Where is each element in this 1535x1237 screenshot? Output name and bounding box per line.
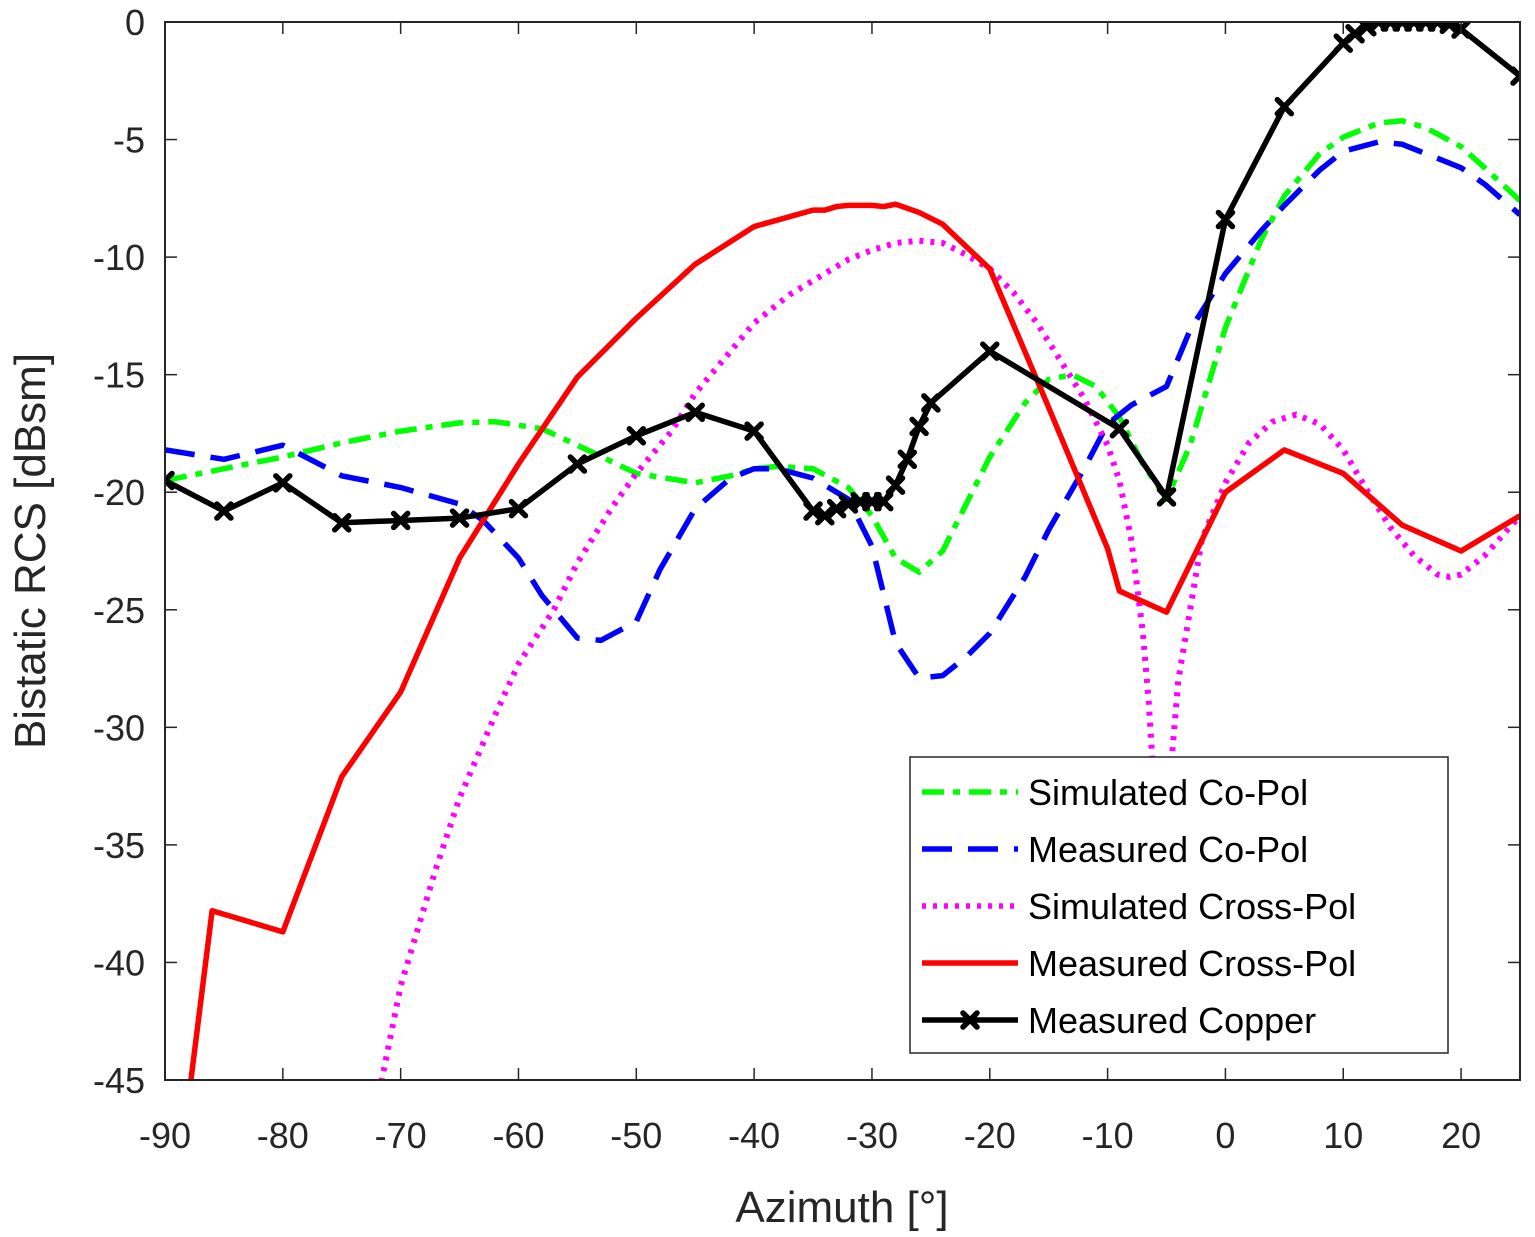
point-measured-copper bbox=[921, 393, 941, 413]
point-measured-copper bbox=[1109, 418, 1130, 439]
point-measured-copper bbox=[390, 510, 411, 531]
point-measured-copper bbox=[685, 402, 705, 423]
point-measured-copper bbox=[567, 454, 588, 474]
point-measured-copper bbox=[449, 508, 470, 528]
point-measured-copper bbox=[1274, 96, 1295, 117]
y-tick-label: -5 bbox=[113, 120, 145, 161]
point-measured-copper bbox=[165, 470, 175, 491]
legend: Simulated Co-Pol Measured Co-Pol Simulated… bbox=[909, 756, 1449, 1054]
point-measured-copper bbox=[815, 505, 835, 526]
y-tick-label: -15 bbox=[93, 355, 145, 396]
legend-marker-measured-copper bbox=[960, 1010, 980, 1030]
series-layer bbox=[165, 22, 1520, 1080]
x-axis-label: Azimuth [°] bbox=[735, 1183, 948, 1232]
x-tick-label: -40 bbox=[728, 1115, 780, 1156]
point-measured-copper bbox=[897, 449, 918, 470]
x-tick-label: -50 bbox=[610, 1115, 662, 1156]
point-measured-copper bbox=[1427, 22, 1448, 32]
point-measured-copper bbox=[626, 426, 647, 446]
legend-label-simulated-cross-pol: Simulated Cross-Pol bbox=[1028, 886, 1356, 927]
point-measured-copper bbox=[1345, 24, 1365, 44]
point-measured-copper bbox=[744, 421, 764, 441]
series-measured-co-pol bbox=[165, 139, 1520, 681]
ticks-layer: -90 -80 -70 -60 -50 -40 -30 -20 -10 0 10 20 0 -5 -10 -1… bbox=[93, 2, 1520, 1156]
x-tick-label: -30 bbox=[846, 1115, 898, 1156]
x-tick-label: 20 bbox=[1441, 1115, 1481, 1156]
point-measured-copper bbox=[1510, 66, 1520, 86]
x-tick-label: -60 bbox=[492, 1115, 544, 1156]
legend-label-simulated-co-pol: Simulated Co-Pol bbox=[1028, 772, 1308, 813]
point-measured-copper bbox=[1215, 209, 1236, 230]
point-measured-copper bbox=[1156, 487, 1177, 507]
y-tick-label: -30 bbox=[93, 707, 145, 748]
point-measured-copper bbox=[508, 498, 529, 519]
x-tick-label: -10 bbox=[1082, 1115, 1134, 1156]
point-measured-copper bbox=[1439, 22, 1460, 35]
series-simulated-cross-pol bbox=[378, 237, 1520, 1080]
x-tick-label: -70 bbox=[375, 1115, 427, 1156]
plot-frame bbox=[164, 21, 1521, 1081]
y-tick-label: -20 bbox=[93, 472, 145, 513]
point-measured-copper bbox=[909, 416, 929, 437]
x-tick-label: -90 bbox=[139, 1115, 191, 1156]
y-tick-label: -25 bbox=[93, 590, 145, 631]
x-tick-label: 10 bbox=[1323, 1115, 1363, 1156]
legend-label-measured-copper: Measured Copper bbox=[1028, 1000, 1316, 1041]
x-tick-label: -80 bbox=[257, 1115, 309, 1156]
point-measured-copper bbox=[214, 501, 234, 521]
y-tick-label: -40 bbox=[93, 942, 145, 983]
y-tick-label: -35 bbox=[93, 825, 145, 866]
y-axis-label: Bistatic RCS [dBsm] bbox=[6, 353, 55, 749]
point-measured-copper bbox=[873, 491, 894, 512]
series-measured-cross-pol bbox=[188, 201, 1520, 1080]
y-tick-label: -45 bbox=[93, 1060, 145, 1101]
series-simulated-co-pol bbox=[165, 118, 1520, 575]
point-measured-copper bbox=[273, 473, 293, 493]
legend-label-measured-co-pol: Measured Co-Pol bbox=[1028, 829, 1308, 870]
legend-label-measured-cross-pol: Measured Cross-Pol bbox=[1028, 943, 1356, 984]
point-measured-copper bbox=[980, 341, 1000, 361]
point-measured-copper bbox=[331, 513, 352, 533]
point-measured-copper bbox=[885, 475, 906, 495]
x-tick-label: 0 bbox=[1215, 1115, 1235, 1156]
y-tick-label: -10 bbox=[93, 237, 145, 278]
y-tick-label: 0 bbox=[125, 2, 145, 43]
x-tick-label: -20 bbox=[964, 1115, 1016, 1156]
